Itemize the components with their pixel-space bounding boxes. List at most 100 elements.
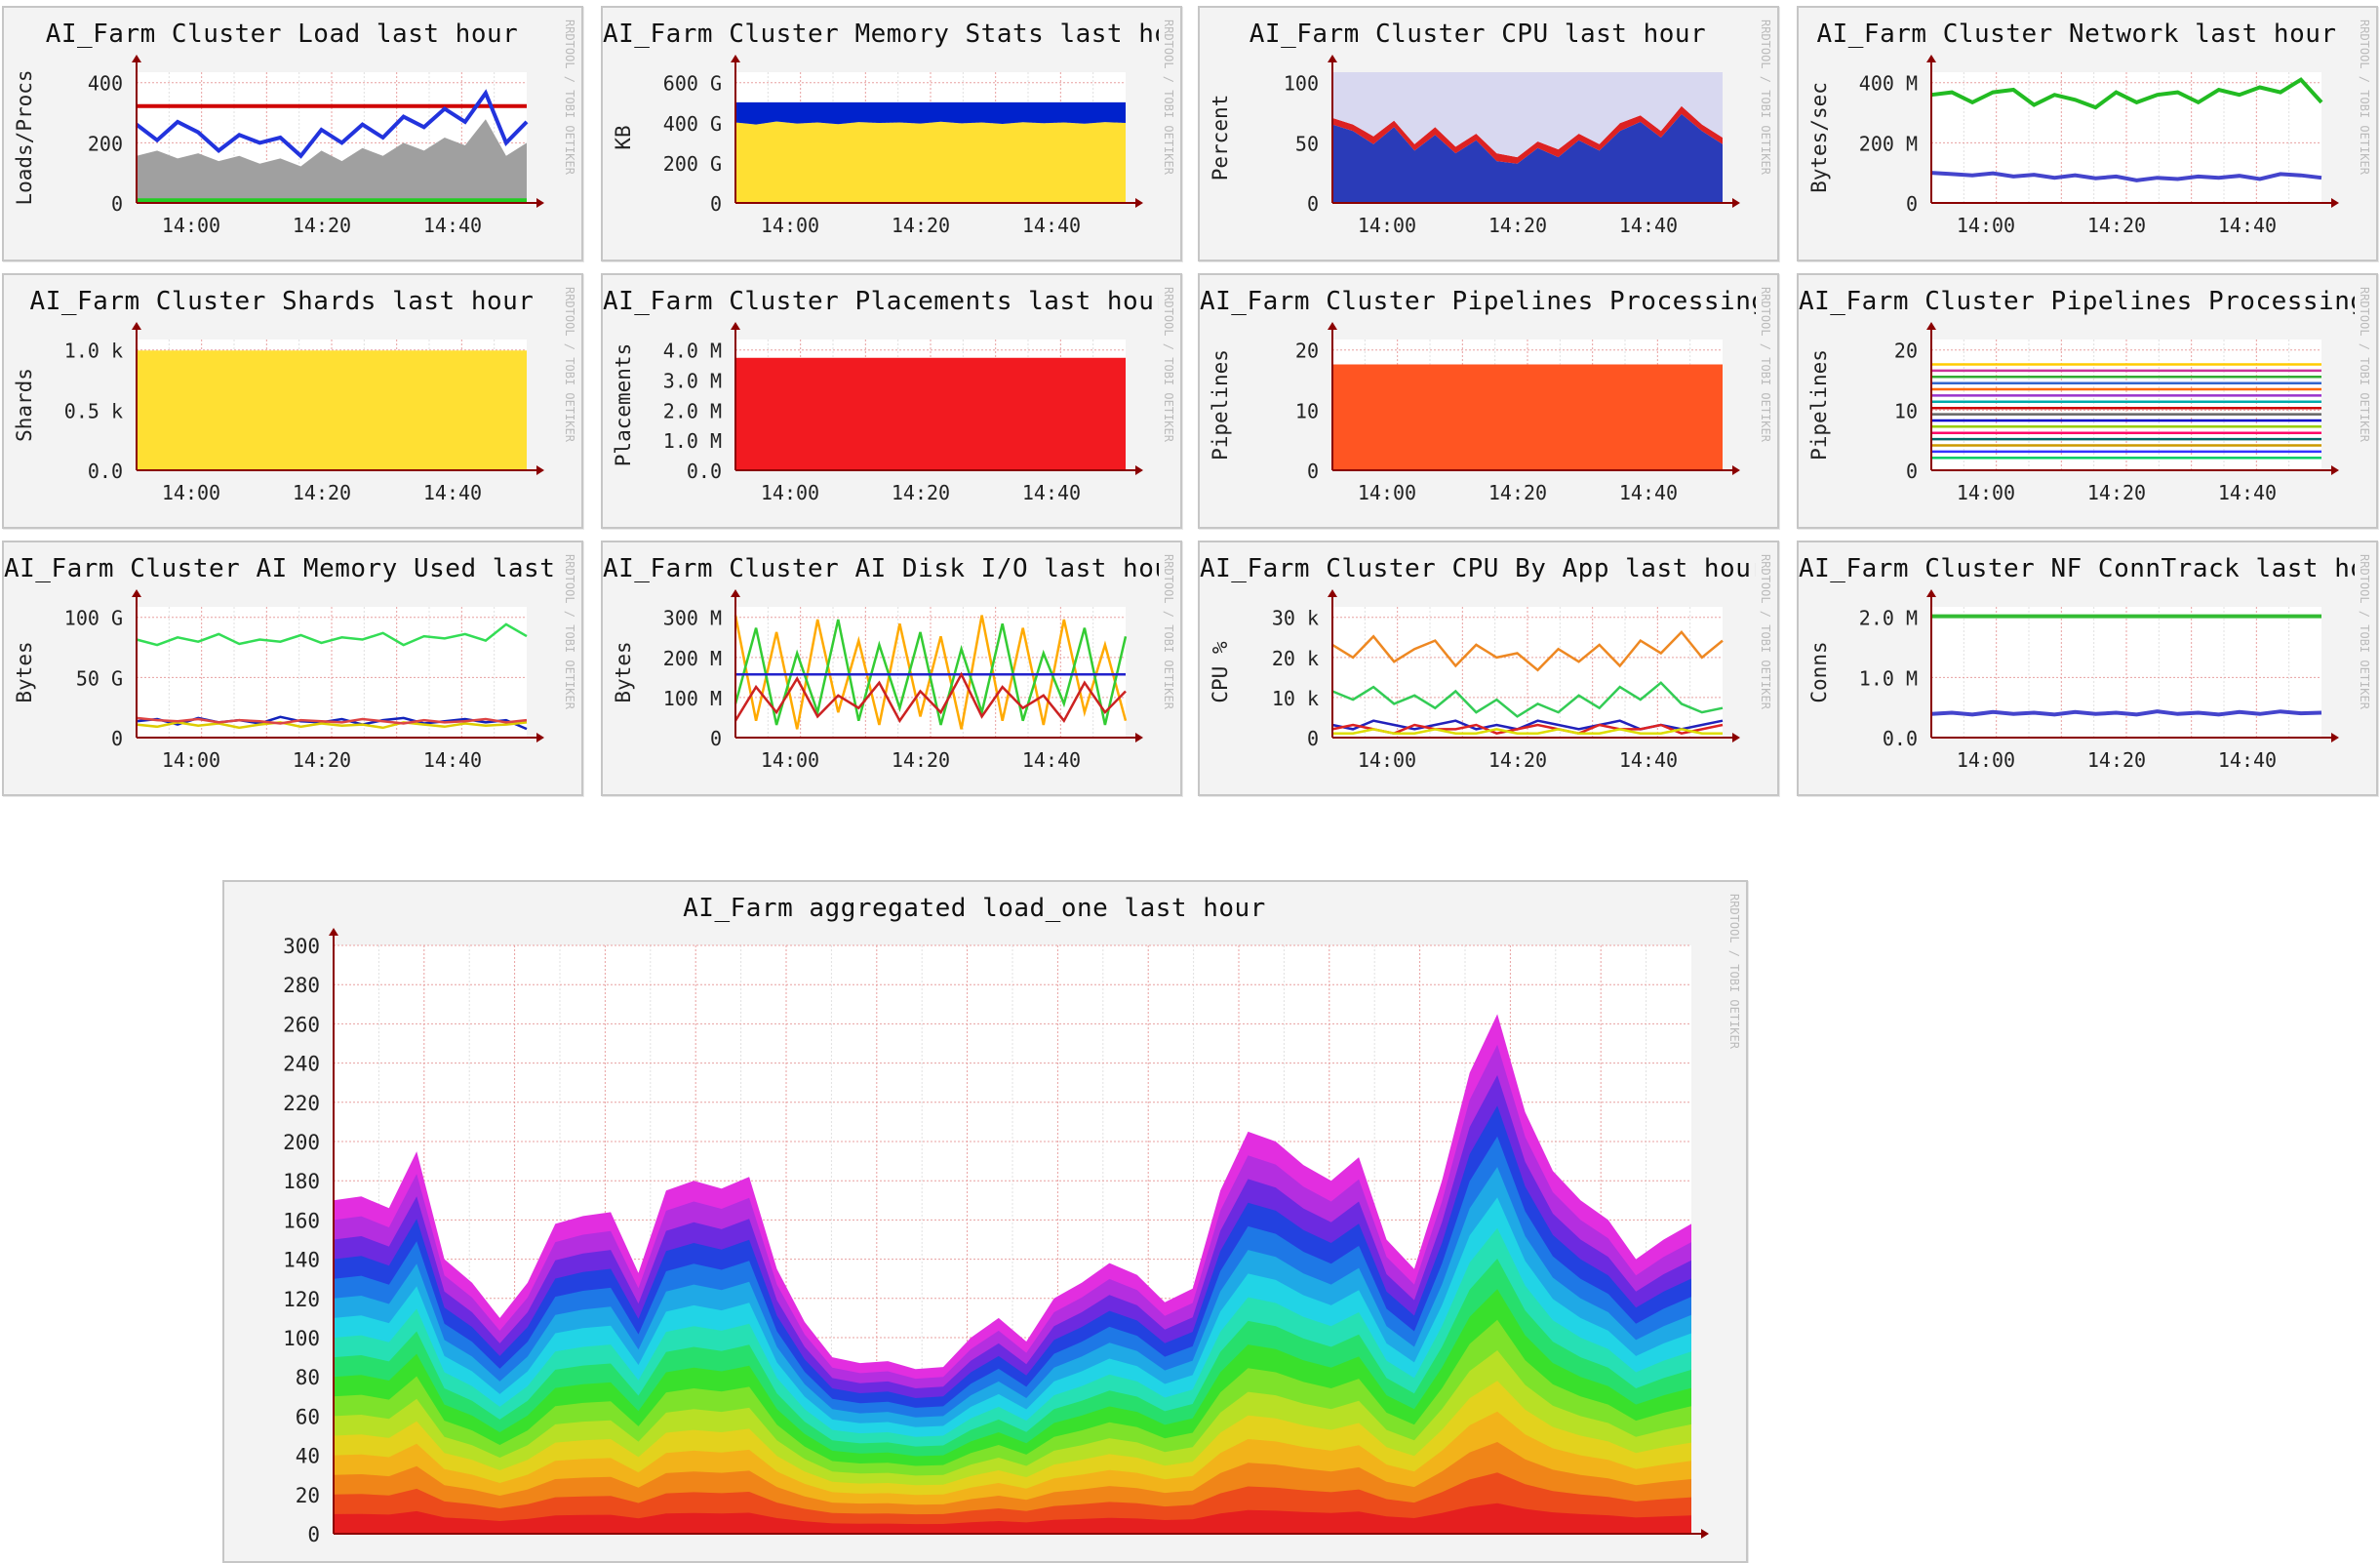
y-tick-label: 0 <box>1307 192 1319 216</box>
y-tick-label: 1.0 k <box>64 340 123 363</box>
x-tick-label: 14:20 <box>293 214 351 237</box>
plot-area <box>1931 340 2321 470</box>
chart-title: AI_Farm Cluster Pipelines Processing las… <box>1799 287 2355 316</box>
x-tick-label: 14:40 <box>423 214 482 237</box>
x-tick-label: 14:20 <box>1488 481 1547 504</box>
y-tick-label: 1.0 M <box>663 429 722 453</box>
plot-area <box>1931 72 2321 203</box>
stack-layer <box>735 101 1126 125</box>
x-tick-label: 14:00 <box>1957 214 2015 237</box>
y-axis-arrow <box>731 55 740 62</box>
y-axis-arrow <box>731 322 740 330</box>
y-tick-label: 60 <box>296 1405 320 1428</box>
y-tick-label: 0 <box>1906 192 1918 216</box>
x-tick-label: 14:20 <box>2087 748 2146 772</box>
y-tick-label: 400 G <box>663 112 722 136</box>
y-tick-label: 0 <box>307 1523 320 1546</box>
y-tick-label: 200 M <box>663 647 722 670</box>
y-tick-label: 100 <box>1284 72 1319 96</box>
x-tick-label: 14:00 <box>162 214 220 237</box>
y-tick-label: 50 G <box>76 666 123 690</box>
x-tick-label: 14:20 <box>892 481 950 504</box>
line-series <box>1930 77 2323 110</box>
x-tick-label: 14:00 <box>1358 481 1416 504</box>
chart-title: AI_Farm Cluster CPU last hour <box>1249 20 1707 49</box>
rrdtool-watermark: RRDTOOL / TOBI OETIKER <box>1759 20 1772 176</box>
x-tick-label: 14:20 <box>892 214 950 237</box>
y-tick-label: 0 <box>710 192 722 216</box>
area-series <box>137 119 527 203</box>
y-tick-label: 10 <box>1894 399 1918 422</box>
rrdtool-watermark: RRDTOOL / TOBI OETIKER <box>1759 554 1772 710</box>
y-tick-label: 200 <box>88 132 123 155</box>
y-tick-label: 160 <box>283 1209 320 1232</box>
line-series <box>1930 171 2322 182</box>
y-axis-label: Shards <box>13 368 36 442</box>
y-tick-label: 100 <box>283 1327 320 1350</box>
y-tick-label: 200 <box>283 1131 320 1154</box>
line-series <box>1331 630 1724 672</box>
x-tick-label: 14:40 <box>1022 214 1081 237</box>
y-axis-arrow <box>1926 589 1936 597</box>
x-axis-arrow <box>536 198 544 208</box>
chart-panel-aidisk: AI_Farm Cluster AI Disk I/O last hour 300… <box>601 541 1182 796</box>
y-tick-label: 0.0 <box>687 460 722 483</box>
chart-panel-cpuapp: AI_Farm Cluster CPU By App last hour 30 k… <box>1198 541 1779 796</box>
line-series <box>1930 709 2322 717</box>
y-tick-label: 100 M <box>663 687 722 710</box>
plot-area <box>1332 607 1723 738</box>
stack-layer <box>735 357 1126 470</box>
x-tick-label: 14:00 <box>1957 748 2015 772</box>
chart-canvas: 1.0 k 0.5 k 0.0 14:00 14:20 14:40 Shards RRDTOO… <box>13 287 576 504</box>
chart-title: AI_Farm Cluster Network last hour <box>1816 20 2337 49</box>
x-tick-label: 14:40 <box>423 481 482 504</box>
y-tick-label: 0 <box>111 727 123 750</box>
x-tick-label: 14:20 <box>2087 481 2146 504</box>
y-tick-label: 200 G <box>663 152 722 176</box>
chart-panel-shards: AI_Farm Cluster Shards last hour 1.0 k 0.5… <box>2 273 583 529</box>
x-axis-arrow <box>536 465 544 475</box>
x-axis-arrow <box>2331 465 2339 475</box>
x-tick-label: 14:40 <box>1022 481 1081 504</box>
y-tick-label: 2.0 M <box>663 399 722 422</box>
y-tick-label: 1.0 M <box>1859 666 1918 690</box>
x-tick-label: 14:20 <box>892 748 950 772</box>
x-axis-arrow <box>1732 733 1740 742</box>
x-tick-label: 14:40 <box>1619 481 1678 504</box>
x-tick-label: 14:00 <box>1358 748 1416 772</box>
chart-canvas: 400 200 0 14:00 14:20 14:40 Loads/Procs RRDTOOL… <box>13 20 576 237</box>
y-axis-label: Conns <box>1807 641 1831 702</box>
x-axis-arrow <box>1135 198 1143 208</box>
y-tick-label: 10 k <box>1272 687 1319 710</box>
y-tick-label: 600 G <box>663 72 722 96</box>
chart-panel-aggregate: AI_Farm aggregated load_one last hour 300… <box>222 880 1748 1563</box>
rrdtool-watermark: RRDTOOL / TOBI OETIKER <box>563 20 576 176</box>
rrdtool-watermark: RRDTOOL / TOBI OETIKER <box>1727 894 1741 1050</box>
x-tick-label: 14:00 <box>1358 214 1416 237</box>
y-tick-label: 0.0 <box>1883 727 1918 750</box>
chart-panel-memory: AI_Farm Cluster Memory Stats last hour 60… <box>601 6 1182 261</box>
chart-panel-aimem: AI_Farm Cluster AI Memory Used last hour… <box>2 541 583 796</box>
y-axis-label: Pipelines <box>1209 349 1232 461</box>
line-series <box>734 619 1128 726</box>
line-series <box>136 721 528 730</box>
chart-title: AI_Farm aggregated load_one last hour <box>683 894 1266 923</box>
x-axis-arrow <box>1732 465 1740 475</box>
x-tick-label: 14:20 <box>293 481 351 504</box>
y-axis-arrow <box>731 589 740 597</box>
y-axis-arrow <box>1328 322 1337 330</box>
line-series <box>136 716 528 725</box>
y-tick-label: 220 <box>283 1092 320 1115</box>
y-tick-label: 80 <box>296 1366 320 1389</box>
x-tick-label: 14:20 <box>293 748 351 772</box>
y-axis-arrow <box>329 928 338 936</box>
y-tick-label: 2.0 M <box>1859 607 1918 630</box>
y-axis-arrow <box>132 589 141 597</box>
y-tick-label: 20 k <box>1272 647 1319 670</box>
x-tick-label: 14:00 <box>761 748 819 772</box>
stack-layer <box>1332 105 1723 164</box>
chart-title: AI_Farm Cluster Memory Stats last hour <box>603 20 1159 49</box>
x-tick-label: 14:40 <box>2218 748 2277 772</box>
y-axis-label: Pipelines <box>1807 349 1831 461</box>
y-tick-label: 0.0 <box>88 460 123 483</box>
